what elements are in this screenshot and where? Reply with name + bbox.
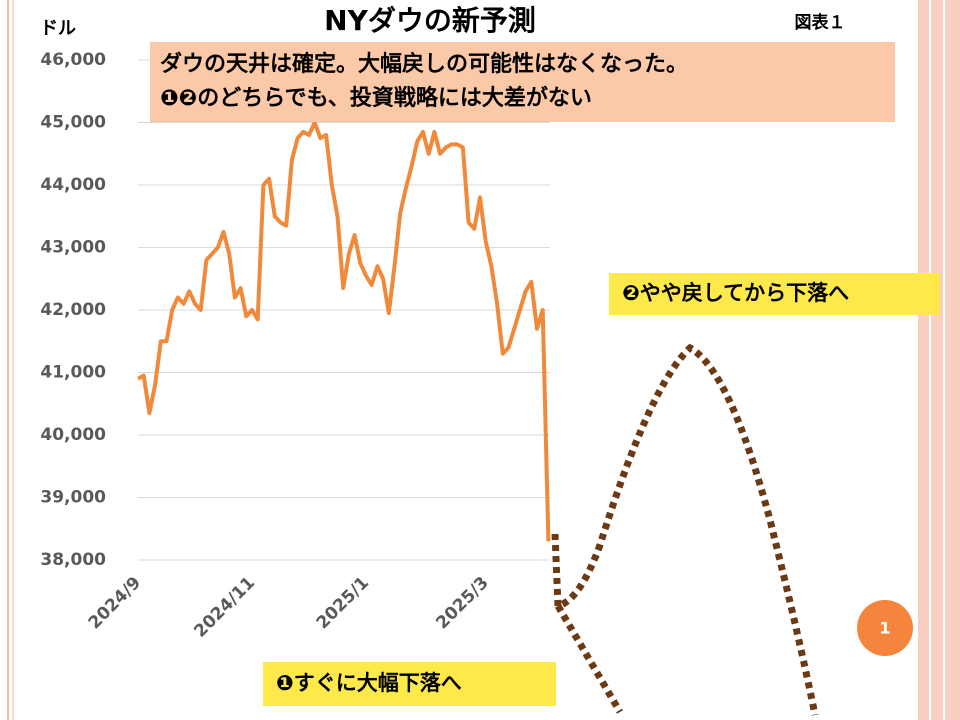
y-tick-label: 46,000 (40, 50, 106, 70)
y-tick-label: 41,000 (40, 363, 106, 383)
y-tick-label: 39,000 (40, 488, 106, 508)
scenario-box (609, 273, 940, 315)
scenario-box (263, 662, 556, 706)
scenario-1-path (554, 604, 624, 714)
y-tick-label: 38,000 (40, 550, 106, 570)
badge-label: 1 (879, 619, 890, 638)
figure-label: 図表１ (795, 12, 846, 33)
y-axis-label: ドル (40, 18, 76, 39)
y-tick-label: 43,000 (40, 238, 106, 258)
y-tick-label: 40,000 (40, 425, 106, 445)
note-box (150, 42, 895, 122)
y-tick-label: 42,000 (40, 300, 106, 320)
chart-title: NYダウの新予測 (324, 4, 536, 37)
y-tick-label: 45,000 (40, 113, 106, 133)
y-tick-label: 44,000 (40, 175, 106, 195)
price-line (137, 120, 551, 542)
scenario-label: ❷やや戻してから下落へ (622, 281, 849, 305)
note: ❶❷のどちらでも、投資戦略には大差がない (160, 85, 592, 111)
scenario-2-path (551, 343, 819, 716)
note: ダウの天井は確定。大幅戻しの可能性はなくなった。 (160, 51, 688, 77)
side-band (918, 0, 960, 720)
badge (857, 600, 913, 656)
scenario-label: ❶すぐに大幅下落へ (276, 671, 462, 695)
